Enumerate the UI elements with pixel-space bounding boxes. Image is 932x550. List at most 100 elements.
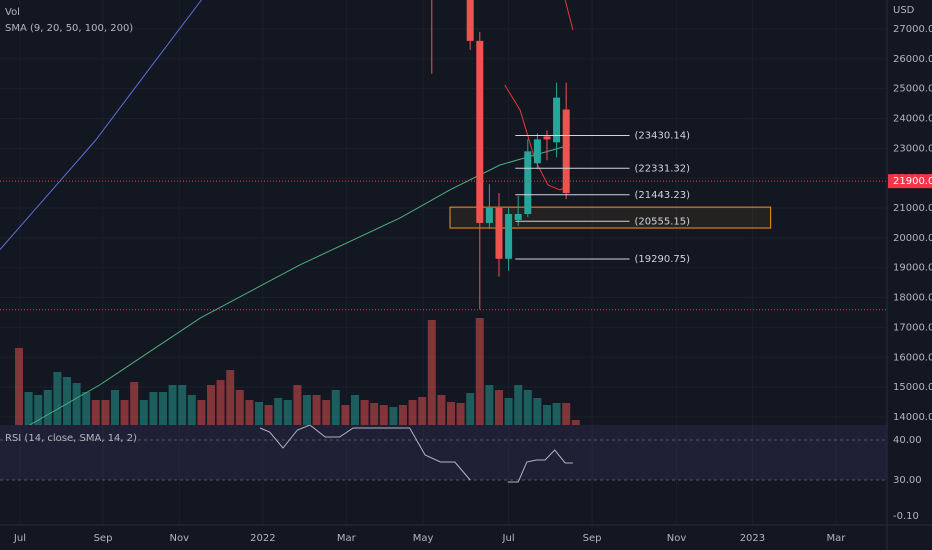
volume-bar bbox=[437, 395, 446, 425]
volume-bar bbox=[82, 392, 91, 425]
volume-bar bbox=[91, 400, 100, 425]
candle-body bbox=[562, 109, 570, 194]
volume-bar bbox=[187, 395, 196, 425]
price-pane: (23430.14) (22331.32) (21443.23) (20555.15)… bbox=[0, 0, 887, 425]
rsi-tick-label: 30.00 bbox=[893, 475, 922, 486]
volume-bar bbox=[216, 380, 225, 425]
candle-body bbox=[495, 208, 503, 259]
volume-bar bbox=[370, 403, 379, 425]
volume-bar bbox=[389, 407, 398, 425]
sma-line bbox=[29, 144, 571, 425]
volume-bar bbox=[197, 400, 206, 425]
last-price-label: 21900.00 bbox=[893, 176, 932, 187]
volume-bar bbox=[312, 395, 321, 425]
x-tick-label: 2022 bbox=[250, 533, 275, 544]
volume-bar bbox=[24, 392, 33, 425]
candle-body bbox=[533, 139, 541, 164]
currency: USD bbox=[893, 5, 915, 16]
volume-bar bbox=[504, 398, 513, 425]
volume-bar bbox=[533, 398, 542, 425]
rsi-line bbox=[259, 425, 573, 483]
x-tick-label: Nov bbox=[667, 533, 687, 544]
volume-bar bbox=[72, 383, 81, 425]
y-tick-label: 25000.00 bbox=[893, 84, 932, 95]
volume-bar bbox=[302, 395, 311, 425]
volume-bar bbox=[63, 377, 72, 425]
volume-bar bbox=[283, 400, 292, 425]
volume-bar bbox=[446, 402, 455, 425]
volume-bar bbox=[206, 385, 215, 425]
volume-bar bbox=[542, 405, 551, 425]
volume-bar bbox=[379, 405, 388, 425]
level-label: (19290.75) bbox=[635, 254, 691, 265]
volume-bar bbox=[466, 393, 475, 425]
rsi-pane bbox=[0, 425, 887, 483]
x-tick-label: May bbox=[413, 533, 434, 544]
volume-bar bbox=[43, 390, 52, 425]
y-tick-label: 15000.00 bbox=[893, 382, 932, 393]
y-tick-label: 18000.00 bbox=[893, 293, 932, 304]
grid bbox=[0, 0, 887, 525]
volume-bar bbox=[350, 395, 359, 425]
volume-bar bbox=[456, 403, 465, 425]
volume-bar bbox=[101, 400, 110, 425]
volume-bar bbox=[254, 402, 263, 425]
volume-bar bbox=[264, 405, 273, 425]
volume-bar bbox=[149, 392, 158, 425]
volume-bar bbox=[15, 348, 24, 425]
rsi-band bbox=[0, 425, 887, 480]
legend-sma: SMA (9, 20, 50, 100, 200) bbox=[5, 23, 133, 34]
x-tick-label: Mar bbox=[826, 533, 846, 544]
volume-bar bbox=[293, 385, 302, 425]
volume-bar bbox=[322, 400, 331, 425]
volume-bar bbox=[427, 320, 436, 425]
legend-vol: Vol bbox=[5, 7, 20, 18]
y-tick-label: 26000.00 bbox=[893, 54, 932, 65]
volume-bar bbox=[514, 385, 523, 425]
candle-body bbox=[485, 208, 493, 223]
volume-bar bbox=[331, 390, 340, 425]
y-tick-label: 17000.00 bbox=[893, 322, 932, 333]
volume-bar bbox=[159, 392, 168, 425]
y-tick-label: 23000.00 bbox=[893, 143, 932, 154]
volume-bar bbox=[130, 382, 139, 425]
volume-bar bbox=[360, 400, 369, 425]
level-label: (23430.14) bbox=[635, 130, 691, 141]
candle-body bbox=[476, 40, 484, 223]
candle-body bbox=[553, 97, 561, 143]
x-tick-label: Sep bbox=[94, 533, 113, 544]
volume-bar bbox=[139, 400, 148, 425]
x-tick-label: Mar bbox=[337, 533, 357, 544]
candle-body bbox=[505, 213, 513, 259]
y-tick-label: 19000.00 bbox=[893, 263, 932, 274]
volume-bar bbox=[418, 397, 427, 425]
volume-bar bbox=[562, 403, 571, 425]
y-tick-label: 16000.00 bbox=[893, 352, 932, 363]
candle-body bbox=[524, 151, 532, 214]
volume-bar bbox=[235, 390, 244, 425]
rsi-tick-label: 40.00 bbox=[893, 435, 922, 446]
volume-pane bbox=[15, 318, 580, 425]
volume-bar bbox=[53, 372, 62, 425]
volume-bar bbox=[494, 390, 503, 425]
volume-bar bbox=[571, 420, 580, 425]
rsi-title: RSI (14, close, SMA, 14, 2) bbox=[5, 433, 137, 444]
volume-bar bbox=[245, 400, 254, 425]
candle-body bbox=[466, 0, 474, 41]
level-label: (21443.23) bbox=[635, 190, 691, 201]
volume-bar bbox=[274, 398, 283, 425]
last-price-box bbox=[888, 174, 932, 189]
candle-body bbox=[514, 213, 522, 220]
x-tick-label: 2023 bbox=[740, 533, 765, 544]
volume-bar bbox=[398, 405, 407, 425]
volume-bar bbox=[120, 400, 129, 425]
volume-bar bbox=[485, 385, 494, 425]
axes: Jul Sep Nov 2022 Mar May Jul Sep Nov 2023 Mar 27000… bbox=[13, 24, 932, 544]
x-tick-label: Nov bbox=[170, 533, 190, 544]
level-label: (22331.32) bbox=[635, 163, 691, 174]
volume-bar bbox=[552, 403, 561, 425]
x-tick-label: Jul bbox=[13, 533, 26, 544]
sma-line bbox=[504, 0, 574, 191]
